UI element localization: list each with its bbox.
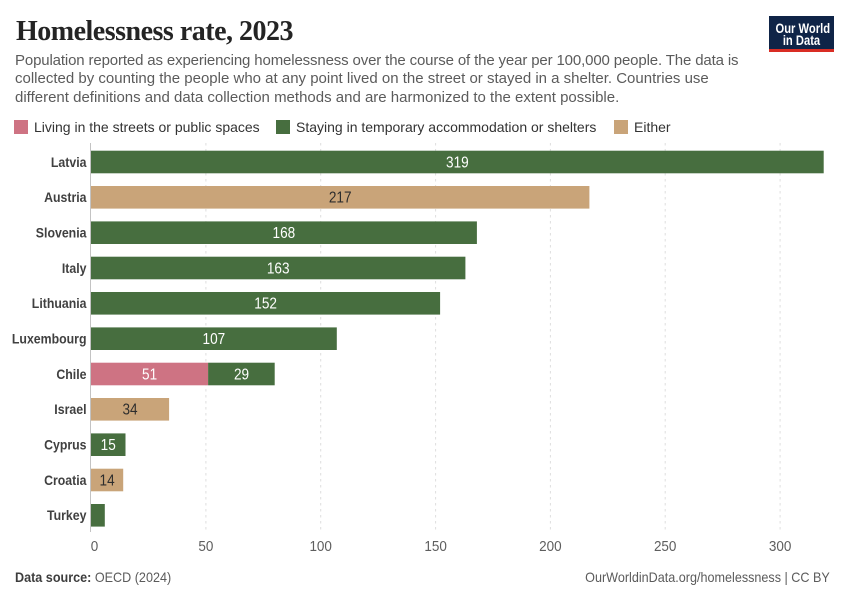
svg-text:319: 319 <box>446 154 469 171</box>
svg-text:15: 15 <box>101 437 116 454</box>
svg-text:0: 0 <box>91 539 99 555</box>
svg-text:Luxembourg: Luxembourg <box>12 331 87 347</box>
svg-text:Slovenia: Slovenia <box>36 225 87 241</box>
svg-text:152: 152 <box>254 296 277 313</box>
svg-text:300: 300 <box>769 539 792 555</box>
svg-text:150: 150 <box>424 539 447 555</box>
svg-text:Israel: Israel <box>54 401 86 417</box>
svg-text:200: 200 <box>539 539 562 555</box>
svg-text:250: 250 <box>654 539 677 555</box>
svg-text:163: 163 <box>267 260 290 277</box>
svg-text:34: 34 <box>122 402 137 419</box>
svg-text:51: 51 <box>142 366 157 383</box>
svg-text:Italy: Italy <box>62 260 87 276</box>
svg-text:Turkey: Turkey <box>47 507 87 523</box>
svg-text:Croatia: Croatia <box>44 472 87 488</box>
svg-text:Latvia: Latvia <box>51 154 87 170</box>
svg-text:168: 168 <box>273 225 296 242</box>
svg-text:107: 107 <box>203 331 226 348</box>
svg-text:Chile: Chile <box>56 366 86 382</box>
svg-text:29: 29 <box>234 366 249 383</box>
svg-text:100: 100 <box>309 539 332 555</box>
svg-text:217: 217 <box>329 190 352 207</box>
svg-text:Cyprus: Cyprus <box>44 437 87 453</box>
svg-text:Austria: Austria <box>44 189 87 205</box>
svg-text:Lithuania: Lithuania <box>32 295 87 311</box>
svg-text:50: 50 <box>198 539 213 555</box>
svg-text:14: 14 <box>100 472 115 489</box>
